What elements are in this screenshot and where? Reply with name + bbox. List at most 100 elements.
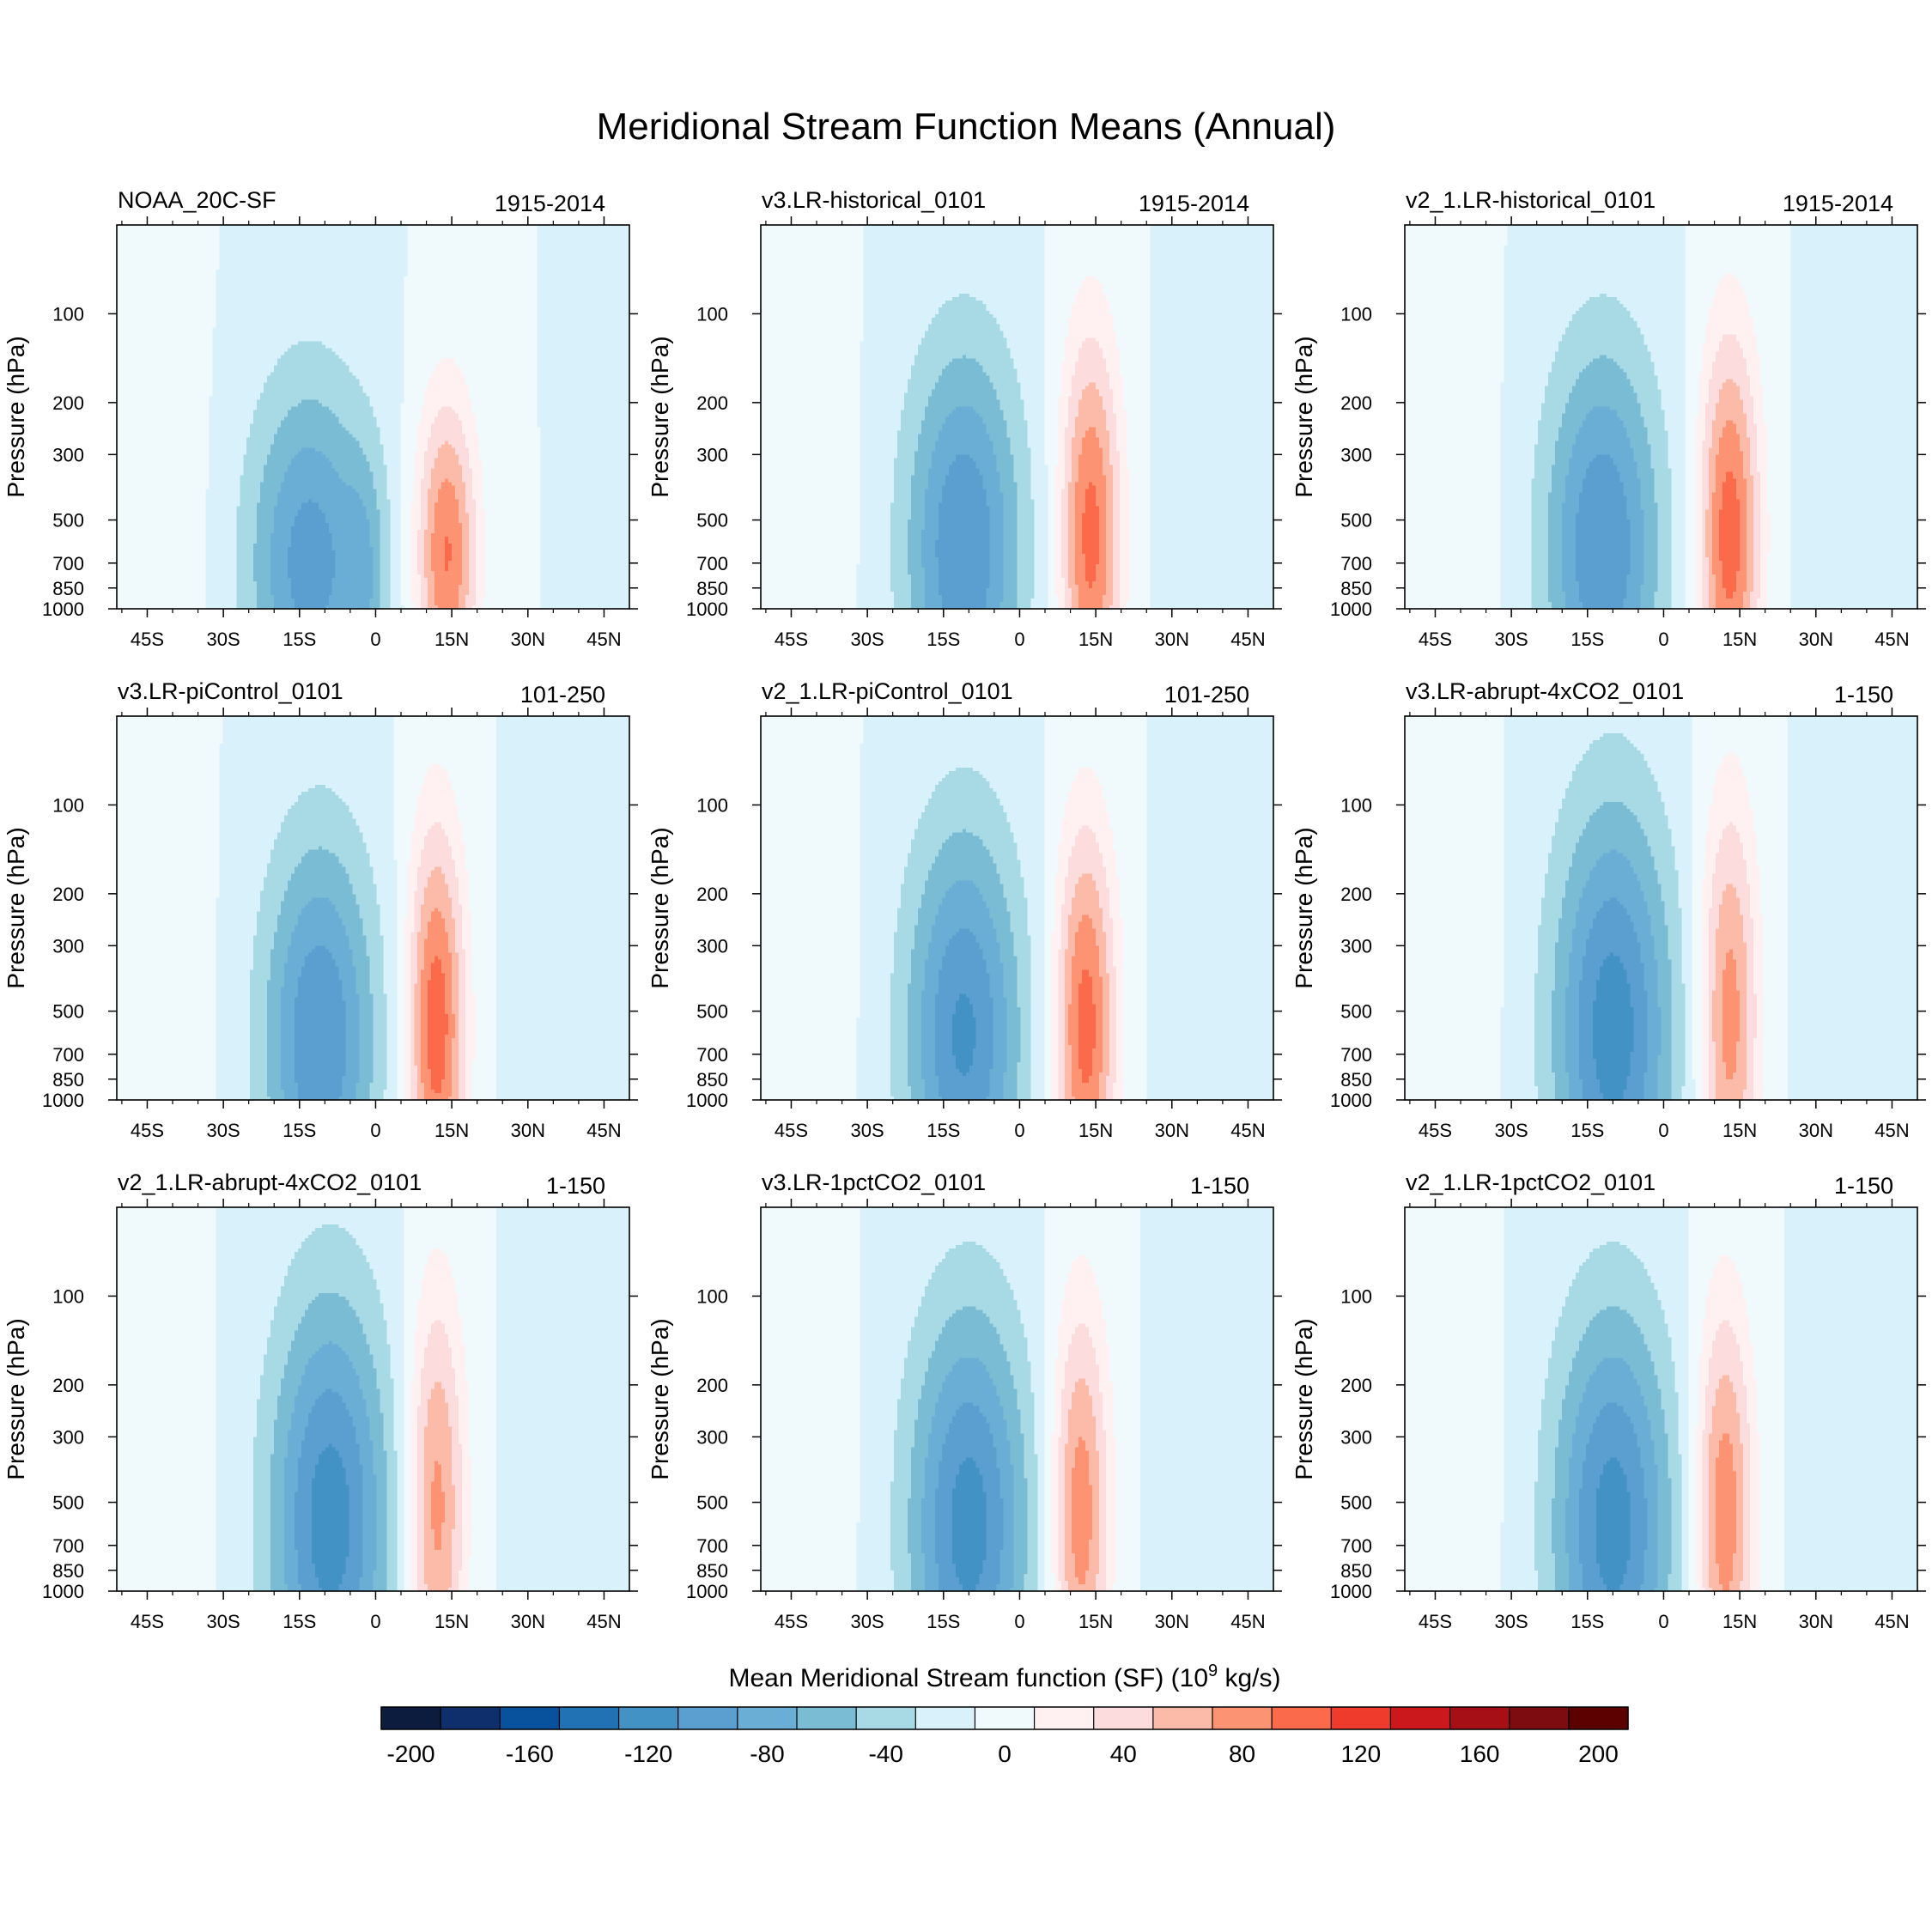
x-tick-label: 15S (1571, 629, 1604, 650)
x-tick-label: 45N (586, 629, 621, 650)
x-tick-label: 45S (131, 1120, 164, 1141)
y-tick-label: 200 (1340, 1375, 1372, 1396)
colorbar-swatch (1034, 1707, 1095, 1729)
panel-period: 1-150 (1834, 682, 1893, 708)
heatmap-field (1405, 716, 1917, 1100)
x-tick-label: 0 (1658, 1120, 1668, 1141)
colorbar-tick-label: -40 (868, 1741, 902, 1767)
x-tick-label: 0 (1014, 1611, 1024, 1632)
y-tick-label: 850 (696, 1560, 728, 1582)
y-tick-label: 100 (696, 794, 728, 816)
panel-period: 101-250 (1164, 682, 1249, 708)
heatmap-field (1405, 1207, 1917, 1591)
x-tick-label: 15N (1722, 1611, 1757, 1632)
heatmap-field (117, 1207, 629, 1591)
colorbar-title: Mean Meridional Stream function (SF) (10… (728, 1662, 1280, 1692)
y-tick-label: 100 (52, 1285, 84, 1307)
panel-name: NOAA_20C-SF (118, 187, 276, 213)
x-tick-label: 0 (1658, 629, 1668, 650)
heatmap-field (761, 716, 1273, 1100)
x-tick-label: 30S (851, 1611, 884, 1632)
y-tick-label: 500 (696, 1492, 728, 1514)
colorbar-title-unit: kg/s) (1218, 1664, 1280, 1692)
x-tick-label: 15S (927, 1611, 960, 1632)
y-tick-label: 300 (696, 444, 728, 465)
x-tick-label: 45S (775, 1611, 808, 1632)
colorbar-tick-label: 200 (1578, 1741, 1619, 1767)
y-tick-label: 200 (696, 884, 728, 905)
y-axis-label: Pressure (hPa) (647, 1318, 673, 1479)
y-axis-label: Pressure (hPa) (1291, 336, 1317, 497)
x-tick-label: 45N (586, 1611, 621, 1632)
panel-name: v2_1.LR-1pctCO2_0101 (1406, 1170, 1656, 1195)
x-tick-label: 15N (434, 1120, 469, 1141)
colorbar-swatch (797, 1707, 857, 1729)
panel-period: 1-150 (1834, 1173, 1893, 1199)
y-tick-label: 200 (696, 1375, 728, 1396)
x-tick-label: 0 (1658, 1611, 1668, 1632)
panel-name: v2_1.LR-piControl_0101 (762, 678, 1013, 704)
x-tick-label: 30N (511, 1120, 545, 1141)
y-tick-label: 1000 (1330, 598, 1372, 620)
y-tick-label: 200 (52, 392, 84, 414)
panel-period: 101-250 (520, 682, 605, 708)
x-tick-label: 15S (283, 1120, 316, 1141)
colorbar-swatch (381, 1707, 441, 1729)
y-tick-label: 700 (1340, 1535, 1372, 1557)
y-tick-label: 300 (1340, 935, 1372, 957)
panel-period: 1915-2014 (1139, 191, 1249, 216)
panel-6: 45S 30S 15S 0 15N 30N 45N 100 200 300 500 700 850100… (1291, 678, 1926, 1141)
x-tick-label: 30N (1155, 1120, 1189, 1141)
y-tick-label: 850 (52, 578, 84, 599)
x-tick-label: 30S (851, 629, 884, 650)
x-tick-label: 45N (1230, 1611, 1265, 1632)
x-tick-label: 45S (131, 1611, 164, 1632)
panel-period: 1-150 (546, 1173, 605, 1199)
y-tick-label: 100 (1340, 303, 1372, 325)
colorbar-frame (380, 1706, 1629, 1730)
panel-name: v3.LR-historical_0101 (762, 187, 986, 213)
panel-name: v2_1.LR-abrupt-4xCO2_0101 (118, 1170, 422, 1195)
y-tick-label: 1000 (42, 598, 84, 620)
figure-title: Meridional Stream Function Means (Annual… (597, 106, 1336, 148)
x-tick-label: 30N (511, 629, 545, 650)
y-tick-label: 850 (52, 1069, 84, 1091)
y-tick-label: 700 (696, 553, 728, 574)
colorbar-swatch (677, 1707, 738, 1729)
colorbar-swatch (975, 1707, 1036, 1729)
colorbar-swatch (1509, 1707, 1570, 1729)
x-tick-label: 0 (1014, 629, 1024, 650)
x-tick-label: 0 (370, 629, 380, 650)
x-tick-label: 15S (1571, 1120, 1604, 1141)
x-tick-label: 30N (1799, 1120, 1833, 1141)
heatmap-field (117, 716, 629, 1100)
heatmap-field (761, 1207, 1273, 1591)
x-tick-label: 15S (927, 1120, 960, 1141)
y-tick-label: 1000 (686, 1090, 728, 1111)
x-tick-label: 15N (1078, 1611, 1113, 1632)
plot-frame (116, 224, 630, 610)
colorbar-swatch (915, 1707, 975, 1729)
y-tick-label: 500 (1340, 1492, 1372, 1514)
y-tick-label: 700 (1340, 553, 1372, 574)
colorbar-tick-label: -200 (387, 1741, 435, 1767)
x-tick-label: 30N (1799, 1611, 1833, 1632)
y-tick-label: 700 (1340, 1044, 1372, 1066)
y-tick-label: 850 (696, 1069, 728, 1091)
colorbar-title-main: Mean Meridional Stream function (SF) (10 (728, 1664, 1208, 1692)
x-tick-label: 45N (1874, 1120, 1909, 1141)
y-tick-label: 850 (1340, 578, 1372, 599)
y-tick-label: 1000 (1330, 1090, 1372, 1111)
x-tick-label: 30S (851, 1120, 884, 1141)
colorbar-tick-label: 120 (1340, 1741, 1381, 1767)
x-tick-label: 45N (1230, 629, 1265, 650)
y-tick-label: 1000 (1330, 1581, 1372, 1602)
y-tick-label: 1000 (686, 598, 728, 620)
plot-frame (760, 1206, 1274, 1592)
y-tick-label: 500 (52, 1492, 84, 1514)
x-tick-label: 15N (1078, 1120, 1113, 1141)
panel-7: 45S 30S 15S 0 15N 30N 45N 100 200 300 500 700 850100… (3, 1170, 638, 1632)
colorbar-swatch (618, 1707, 679, 1729)
panel-name: v3.LR-1pctCO2_0101 (762, 1170, 986, 1195)
colorbar-tick-label: 160 (1460, 1741, 1500, 1767)
